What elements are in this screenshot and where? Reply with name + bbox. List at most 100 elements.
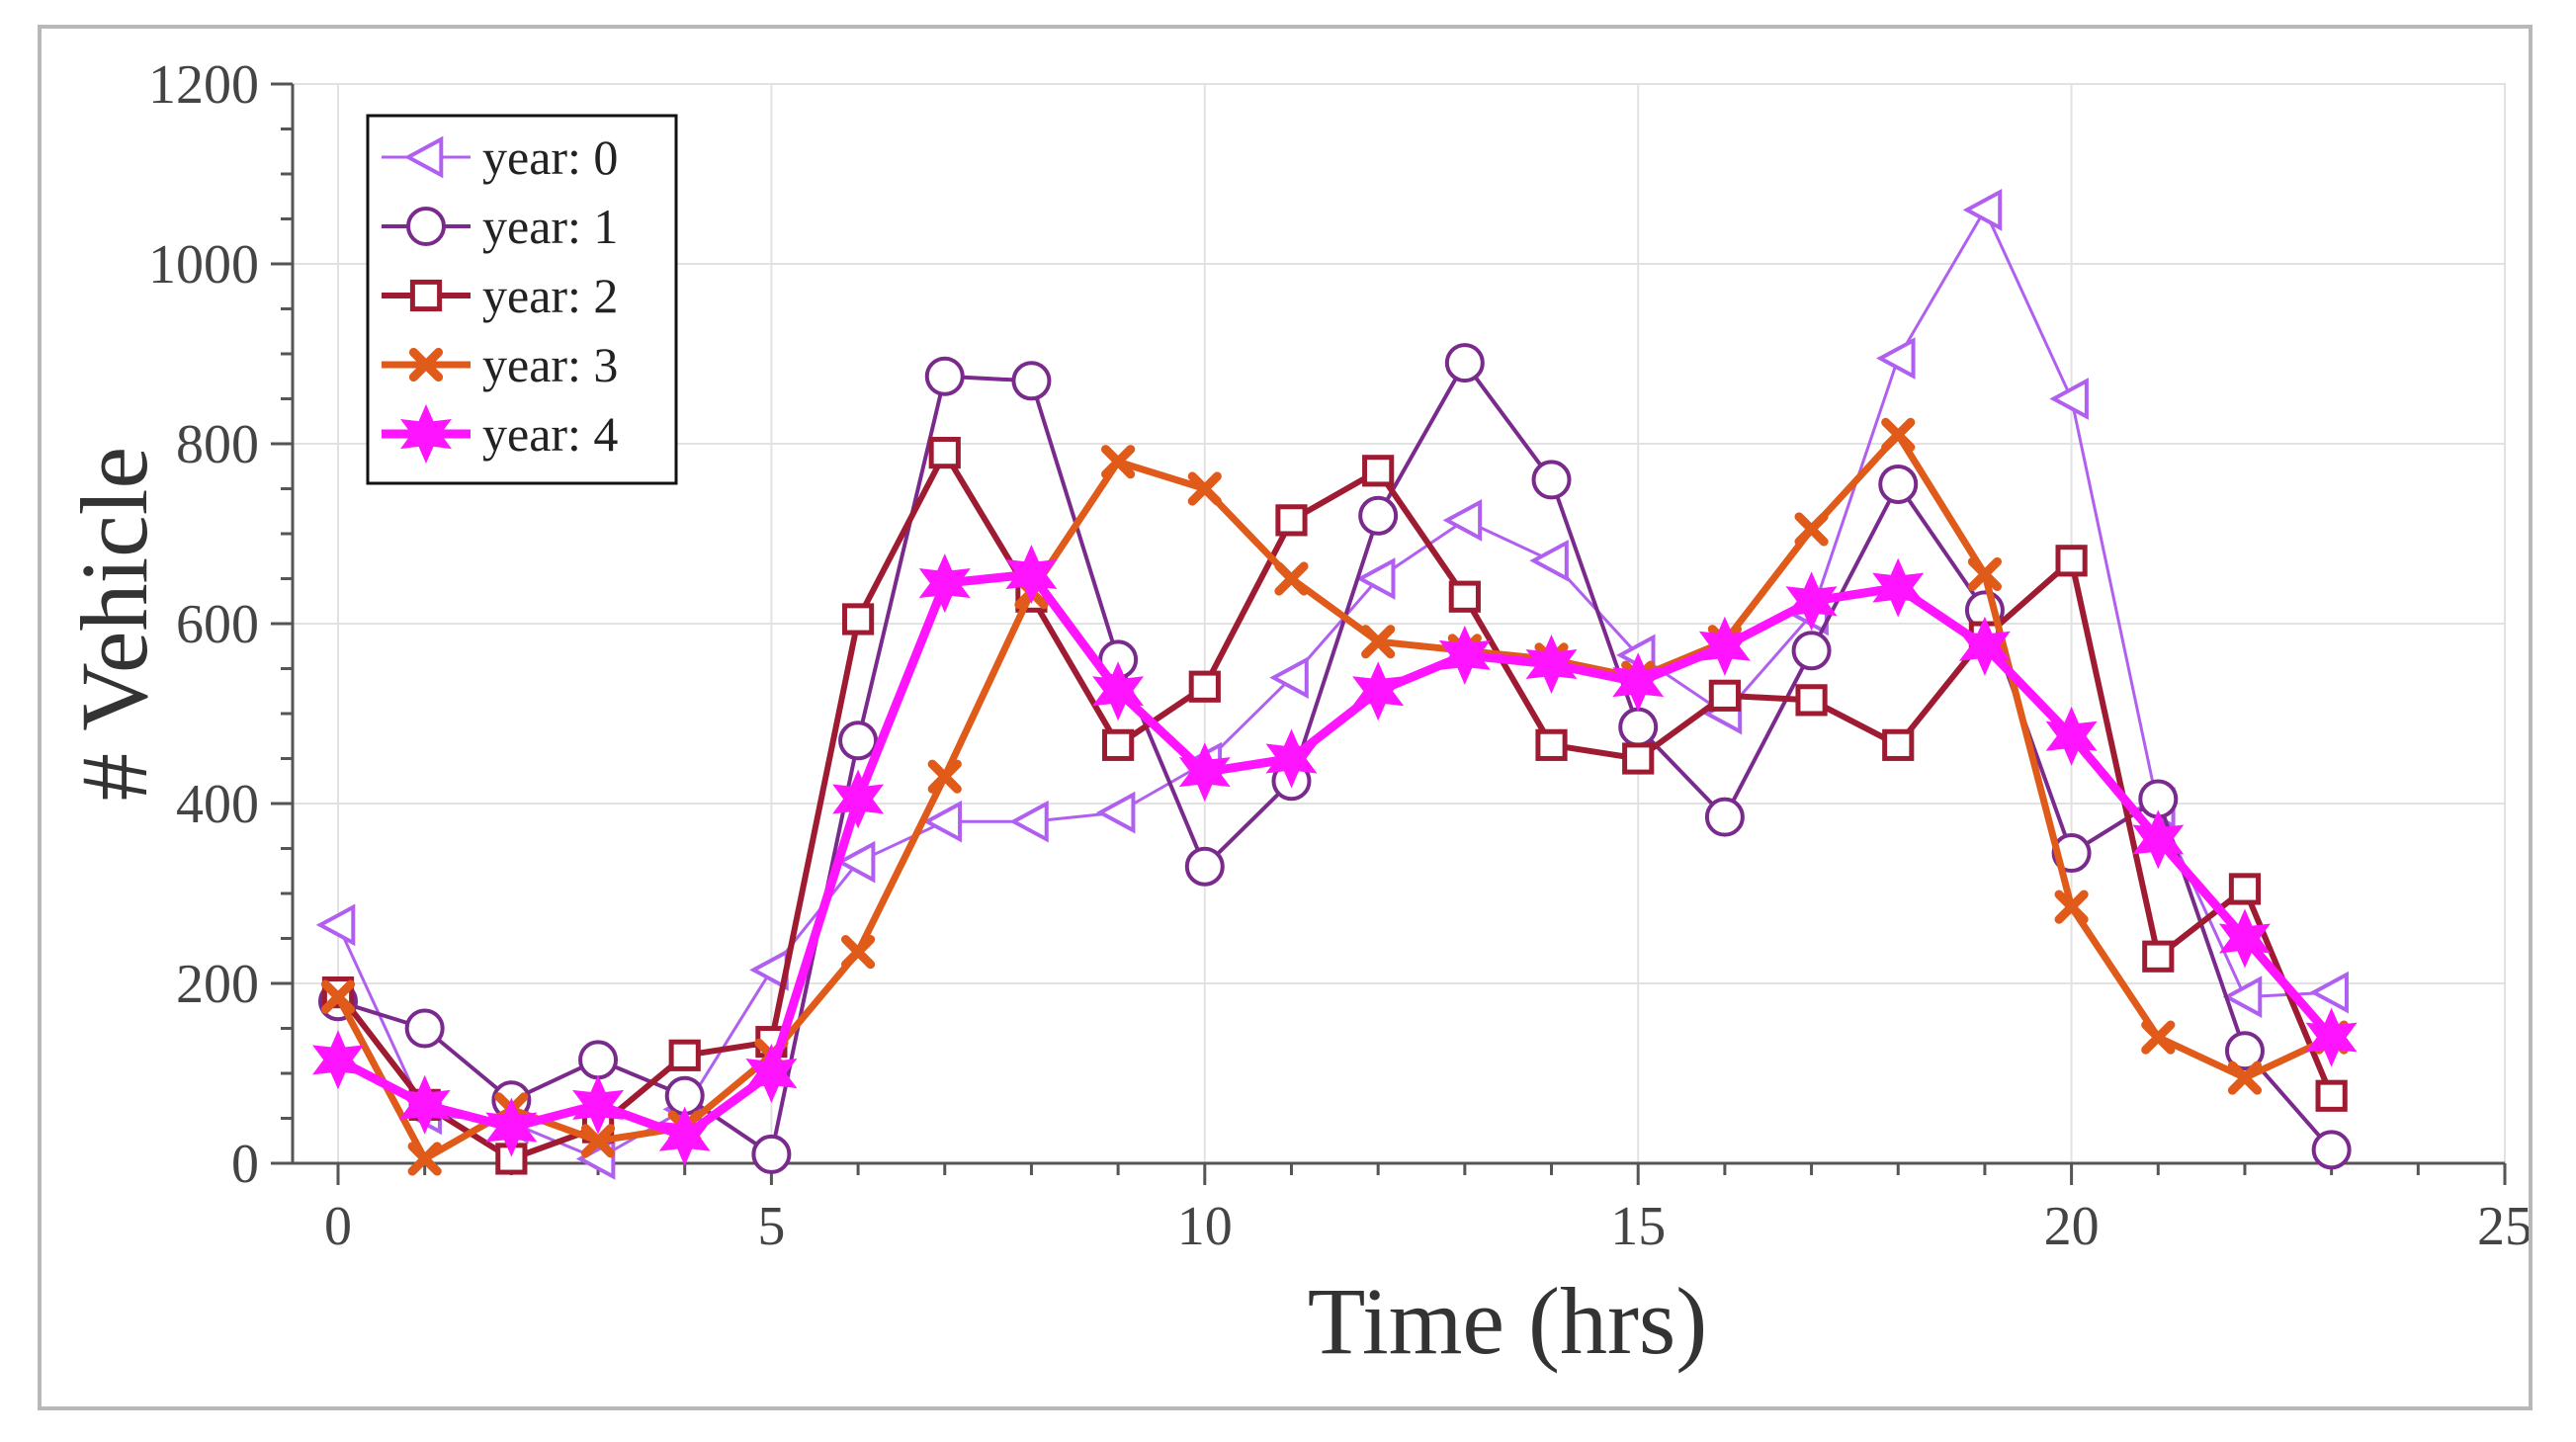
data-point xyxy=(1095,791,1136,834)
legend-label: year: 2 xyxy=(482,268,618,323)
data-point xyxy=(1704,797,1745,837)
data-point xyxy=(1092,661,1145,721)
data-point xyxy=(404,1008,445,1049)
data-point xyxy=(1275,504,1308,537)
x-tick-label: 20 xyxy=(2044,1196,2100,1257)
data-point xyxy=(2049,378,2089,420)
data-point xyxy=(2132,809,2185,870)
data-point xyxy=(312,1030,364,1090)
data-point xyxy=(409,279,443,312)
data-point xyxy=(1444,343,1485,383)
y-tick-label: 400 xyxy=(176,774,259,835)
data-point xyxy=(1535,728,1568,761)
legend-entry: year: 0 xyxy=(382,129,618,185)
data-point xyxy=(1872,557,1925,618)
data-point xyxy=(1178,742,1231,803)
data-point xyxy=(403,135,444,179)
data-point xyxy=(832,769,885,829)
data-point xyxy=(1011,361,1052,401)
data-point xyxy=(1962,189,2003,231)
data-point xyxy=(1352,661,1405,721)
line-chart: 0 5 10 15 20 25 0 200 400 600 800 1000 1200 Time (hr… xyxy=(61,54,2529,1374)
data-point xyxy=(1622,742,1655,775)
data-point xyxy=(1269,656,1309,699)
legend-label: year: 0 xyxy=(482,129,618,185)
data-point xyxy=(1438,625,1491,685)
data-point xyxy=(1878,464,1919,504)
legend-label: year: 3 xyxy=(482,337,618,392)
data-point xyxy=(2224,1031,2265,1071)
data-point xyxy=(1184,846,1225,887)
data-point xyxy=(1358,495,1399,536)
data-point xyxy=(2311,1130,2352,1170)
data-point xyxy=(2305,1007,2358,1067)
data-point xyxy=(2222,975,2263,1019)
data-point xyxy=(841,603,875,636)
data-point xyxy=(2054,890,2089,924)
x-axis-label: Time (hrs) xyxy=(1308,1268,1707,1374)
series-year-3 xyxy=(320,417,2349,1176)
data-point xyxy=(2315,1079,2348,1112)
data-point xyxy=(1794,512,1829,547)
data-point xyxy=(400,403,452,465)
y-tick-label: 0 xyxy=(231,1134,259,1195)
x-tick-label: 10 xyxy=(1177,1196,1233,1257)
y-tick-label: 1200 xyxy=(148,54,259,116)
legend-entry: year: 3 xyxy=(382,337,618,392)
data-point xyxy=(838,721,879,761)
legend-label: year: 1 xyxy=(482,199,618,254)
legend-entry: year: 1 xyxy=(382,199,618,254)
data-point xyxy=(485,1097,538,1157)
data-point xyxy=(1102,728,1135,761)
data-point xyxy=(745,1043,798,1104)
y-tick-label: 600 xyxy=(176,594,259,655)
data-point xyxy=(918,553,971,614)
data-point xyxy=(320,979,356,1014)
data-point xyxy=(2045,706,2098,766)
series-line xyxy=(335,569,2335,1142)
data-point xyxy=(1531,460,1572,500)
x-tick-label: 5 xyxy=(757,1196,785,1257)
data-point xyxy=(315,903,356,947)
series-year-4 xyxy=(312,545,2358,1166)
data-point xyxy=(572,1074,625,1135)
data-point xyxy=(407,1142,442,1176)
legend: year: 0 year: 1 year: 2 year: 3 year: 4 xyxy=(366,114,678,485)
data-point xyxy=(578,1040,619,1080)
data-point xyxy=(1881,417,1916,452)
data-point xyxy=(1361,625,1396,659)
data-point xyxy=(1795,684,1828,717)
data-point xyxy=(927,759,962,794)
legend-entry: year: 2 xyxy=(382,268,618,323)
legend-label: year: 4 xyxy=(482,406,618,462)
data-point xyxy=(1791,631,1832,671)
data-point xyxy=(2218,908,2271,969)
data-point xyxy=(928,437,961,469)
data-point xyxy=(1355,557,1396,600)
data-point xyxy=(2142,940,2175,973)
data-point xyxy=(408,347,444,382)
data-point xyxy=(1708,679,1741,712)
data-point xyxy=(1618,707,1659,747)
data-point xyxy=(2228,873,2262,905)
data-point xyxy=(2141,1020,2176,1055)
y-tick-label: 200 xyxy=(176,954,259,1015)
data-point xyxy=(406,207,446,246)
data-point xyxy=(658,1106,711,1166)
data-point xyxy=(924,356,965,396)
data-point xyxy=(1442,498,1483,542)
data-point xyxy=(922,800,963,843)
data-point xyxy=(1785,571,1838,632)
data-point xyxy=(840,935,876,970)
data-point xyxy=(1101,445,1136,479)
x-tick-label: 15 xyxy=(1610,1196,1666,1257)
chart-figure: 0 5 10 15 20 25 0 200 400 600 800 1000 1200 Time (hr… xyxy=(38,25,2533,1410)
data-point xyxy=(2227,1060,2263,1095)
data-point xyxy=(668,1039,701,1071)
data-point xyxy=(1009,800,1049,843)
data-point xyxy=(1525,634,1578,695)
data-point xyxy=(1876,337,1916,380)
data-point xyxy=(398,1074,451,1135)
data-point xyxy=(751,1134,792,1174)
data-point xyxy=(835,840,876,884)
